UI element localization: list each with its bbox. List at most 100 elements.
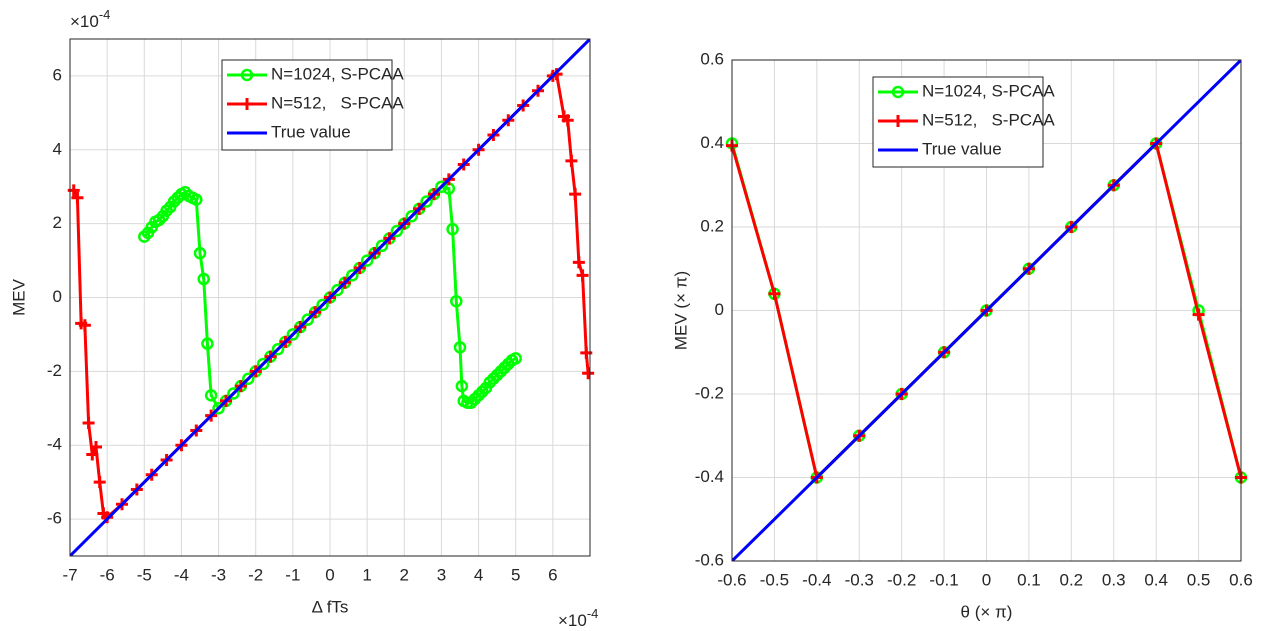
x-tick-label: -0.6 xyxy=(717,570,746,589)
x-tick-label: 0.3 xyxy=(1102,570,1126,589)
marker xyxy=(78,319,91,332)
marker xyxy=(390,224,404,238)
multiplier-exponent: -4 xyxy=(99,7,111,22)
marker xyxy=(227,387,240,400)
marker xyxy=(256,357,270,371)
y-tick-label: 0.6 xyxy=(700,49,724,68)
marker xyxy=(565,154,578,167)
x-tick-label: -0.3 xyxy=(845,570,874,589)
legend-label: N=1024, S-PCAA xyxy=(922,81,1055,100)
x-tick-label: 0 xyxy=(982,570,991,589)
x-tick-label: 5 xyxy=(511,565,520,584)
x-tick-label: -0.2 xyxy=(887,570,916,589)
marker xyxy=(316,298,329,312)
marker xyxy=(197,272,210,286)
marker xyxy=(193,246,207,260)
marker xyxy=(190,193,203,206)
y-tick-label: 0.4 xyxy=(700,133,724,152)
y-axis-label: MEV xyxy=(9,278,28,316)
marker xyxy=(420,195,433,208)
series-line xyxy=(70,39,590,556)
marker xyxy=(891,85,905,99)
marker xyxy=(569,188,582,201)
x-tick-label: -5 xyxy=(137,565,152,584)
multiplier-base: ×10 xyxy=(558,611,587,630)
marker xyxy=(71,191,84,204)
x-tick-label: -0.1 xyxy=(929,570,958,589)
x-tick-label: 0.2 xyxy=(1060,570,1084,589)
y-tick-label: 6 xyxy=(53,65,62,84)
marker xyxy=(576,269,589,282)
x-tick-label: 0.4 xyxy=(1144,570,1168,589)
x-tick-label: -4 xyxy=(174,565,189,584)
legend-label: True value xyxy=(922,139,1002,158)
marker xyxy=(450,294,463,308)
marker xyxy=(453,341,467,354)
x-axis-label: θ (× π) xyxy=(961,602,1013,621)
marker xyxy=(271,342,285,356)
x-tick-label: -3 xyxy=(211,565,226,584)
marker xyxy=(90,441,102,454)
x-tick-label: 2 xyxy=(400,565,409,584)
axes-box xyxy=(69,38,591,557)
marker xyxy=(242,372,255,385)
y-tick-label: 0 xyxy=(715,300,724,319)
x-tick-label: 4 xyxy=(474,565,483,584)
marker xyxy=(301,313,314,326)
multiplier-exponent: -4 xyxy=(587,606,599,621)
marker xyxy=(1192,308,1205,321)
marker xyxy=(582,367,595,380)
marker xyxy=(204,389,218,402)
marker xyxy=(360,254,374,267)
axes-box xyxy=(731,59,1242,562)
x-tick-label: -7 xyxy=(62,565,77,584)
x-tick-label: 0.5 xyxy=(1187,570,1211,589)
marker xyxy=(241,98,253,110)
marker xyxy=(375,239,389,253)
y-tick-label: 4 xyxy=(53,139,62,158)
y-tick-label: -4 xyxy=(47,435,62,454)
y-tick-label: 2 xyxy=(53,213,62,232)
y-tick-label: -6 xyxy=(47,509,62,528)
marker xyxy=(240,68,254,82)
y-tick-label: 0.2 xyxy=(700,216,724,235)
marker xyxy=(455,379,469,393)
multiplier: ×10-4 xyxy=(558,606,598,630)
marker xyxy=(346,269,359,282)
x-tick-label: -2 xyxy=(248,565,263,584)
x-tick-label: 0.1 xyxy=(1017,570,1041,589)
x-tick-label: 0 xyxy=(325,565,334,584)
marker xyxy=(446,222,459,236)
series-line xyxy=(732,60,1241,561)
x-tick-label: -0.4 xyxy=(802,570,831,589)
y-tick-label: -0.4 xyxy=(695,467,724,486)
x-tick-label: 3 xyxy=(437,565,446,584)
marker xyxy=(768,287,781,300)
x-axis-label: Δ fTs xyxy=(312,597,349,616)
x-tick-label: 1 xyxy=(362,565,371,584)
marker xyxy=(892,115,904,127)
y-axis-label: MEV (× π) xyxy=(671,271,690,350)
x-tick-label: 6 xyxy=(548,565,557,584)
x-tick-label: 0.6 xyxy=(1229,570,1253,589)
marker xyxy=(93,476,106,489)
marker xyxy=(572,256,585,269)
marker xyxy=(286,328,300,341)
marker xyxy=(509,352,522,365)
marker xyxy=(82,417,95,430)
legend-label: N=512, S-PCAA xyxy=(271,93,404,112)
multiplier-base: ×10 xyxy=(70,12,99,31)
y-tick-label: -2 xyxy=(47,361,62,380)
legend-label: N=512, S-PCAA xyxy=(922,110,1055,129)
legend-label: True value xyxy=(271,122,351,141)
marker xyxy=(561,114,574,127)
x-tick-label: -6 xyxy=(100,565,115,584)
multiplier: ×10-4 xyxy=(70,7,110,31)
y-tick-label: -0.6 xyxy=(695,550,724,569)
marker xyxy=(331,283,344,297)
x-tick-label: -0.5 xyxy=(760,570,789,589)
y-tick-label: 0 xyxy=(53,287,62,306)
marker xyxy=(405,210,418,223)
y-tick-label: -0.2 xyxy=(695,383,724,402)
